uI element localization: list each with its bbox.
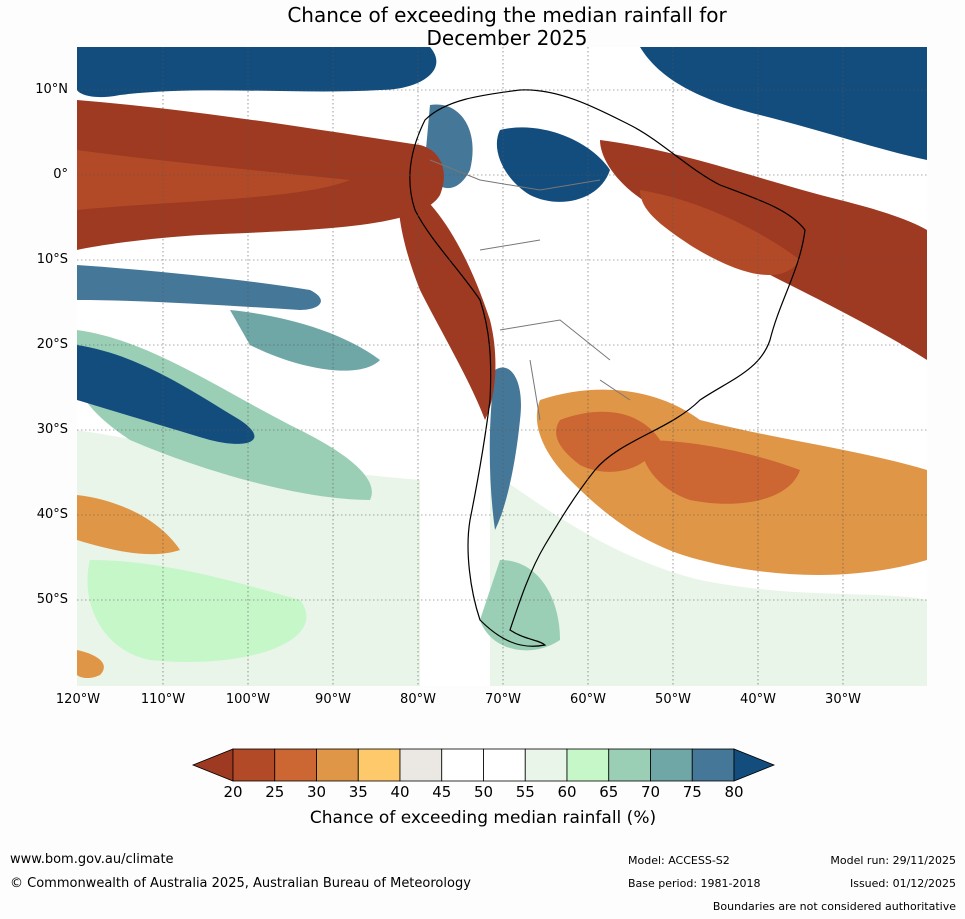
lon-label-60w: 60°W bbox=[570, 692, 606, 707]
colorbar-tick-label: 50 bbox=[473, 783, 494, 801]
south-america-coastline bbox=[409, 89, 806, 647]
region-30-atlantic bbox=[640, 440, 800, 504]
colorbar-extend-low bbox=[191, 748, 234, 782]
lat-label-10s: 10°S bbox=[36, 252, 68, 267]
region-75-pacific-band bbox=[77, 265, 321, 310]
colorbar-tick-label: 25 bbox=[265, 783, 285, 801]
colorbar-tick-label: 45 bbox=[432, 783, 452, 801]
colorbar-tick-label: 65 bbox=[599, 783, 619, 801]
colorbar-tick-label: 60 bbox=[557, 783, 577, 801]
lon-label-100w: 100°W bbox=[225, 692, 271, 707]
lon-label-40w: 40°W bbox=[740, 692, 776, 707]
lon-label-30w: 30°W bbox=[825, 692, 861, 707]
colorbar-swatch bbox=[566, 748, 610, 782]
colorbar-tick-label: 75 bbox=[682, 783, 702, 801]
colorbar-tick-label: 30 bbox=[306, 783, 327, 801]
colorbar-swatch bbox=[524, 748, 568, 782]
colorbar-extend-high bbox=[733, 748, 776, 782]
lon-label-120w: 120°W bbox=[55, 692, 101, 707]
region-55-60-southeast bbox=[490, 470, 927, 686]
region-30-argentina bbox=[556, 411, 660, 472]
boundaries-disclaimer: Boundaries are not considered authoritat… bbox=[712, 900, 956, 913]
colorbar-label: Chance of exceeding median rainfall (%) bbox=[309, 808, 657, 828]
region-80-north-pacific bbox=[77, 47, 437, 98]
colorbar-swatch bbox=[650, 748, 693, 782]
model-run-date: Model run: 29/11/2025 bbox=[830, 854, 956, 867]
lat-label-10n: 10°N bbox=[35, 82, 68, 97]
region-25-ne-brazil bbox=[640, 190, 800, 276]
country-borders bbox=[429, 159, 631, 421]
region-25-equatorial-pacific bbox=[77, 150, 350, 210]
title-line-2: December 2025 bbox=[426, 26, 588, 50]
lat-label-0: 0° bbox=[53, 167, 68, 182]
region-80-north-atlantic bbox=[640, 47, 927, 160]
model-name: Model: ACCESS-S2 bbox=[628, 854, 730, 867]
region-35-southwest-corner bbox=[77, 650, 104, 679]
colorbar-tick-label: 20 bbox=[223, 783, 243, 801]
issued-date: Issued: 01/12/2025 bbox=[849, 877, 956, 890]
colorbar-swatch bbox=[316, 748, 359, 782]
website-link[interactable]: www.bom.gov.au/climate bbox=[10, 852, 174, 867]
lon-label-80w: 80°W bbox=[400, 692, 436, 707]
title-line-1: Chance of exceeding the median rainfall … bbox=[287, 3, 727, 27]
map-gridlines bbox=[77, 47, 927, 686]
lat-label-20s: 20°S bbox=[36, 337, 68, 352]
region-65-70-tierra bbox=[480, 560, 560, 651]
colorbar-swatch bbox=[441, 748, 484, 782]
lon-label-70w: 70°W bbox=[485, 692, 521, 707]
lat-label-40s: 40°S bbox=[36, 507, 68, 522]
lat-label-50s: 50°S bbox=[36, 592, 68, 607]
colorbar-swatch bbox=[357, 748, 401, 782]
colorbar-swatch bbox=[399, 748, 443, 782]
colorbar-tick-label: 70 bbox=[640, 783, 661, 801]
region-60-65-southwest bbox=[87, 560, 307, 662]
region-75-andes bbox=[489, 367, 521, 530]
colorbar-tick-label: 40 bbox=[390, 783, 410, 801]
chart-title: Chance of exceeding the median rainfall … bbox=[0, 4, 965, 50]
lon-label-110w: 110°W bbox=[140, 692, 186, 707]
lon-label-90w: 90°W bbox=[315, 692, 351, 707]
region-80-se-pacific bbox=[77, 345, 255, 444]
region-35-south-pacific bbox=[77, 495, 180, 555]
region-20-peru-coast bbox=[398, 180, 496, 420]
colorbar bbox=[191, 748, 776, 782]
colorbar-tick-label: 80 bbox=[724, 783, 744, 801]
colorbar-tick-label: 55 bbox=[515, 783, 535, 801]
colorbar-swatch bbox=[274, 748, 317, 782]
colorbar-swatch bbox=[483, 748, 526, 782]
colorbar-tick-label: 35 bbox=[348, 783, 368, 801]
base-period: Base period: 1981-2018 bbox=[628, 877, 761, 890]
colorbar-swatch bbox=[608, 748, 651, 782]
lon-label-50w: 50°W bbox=[655, 692, 691, 707]
region-70-75-central-pacific bbox=[230, 310, 380, 371]
copyright-text: © Commonwealth of Australia 2025, Austra… bbox=[10, 876, 471, 891]
lat-label-30s: 30°S bbox=[36, 422, 68, 437]
colorbar-swatch bbox=[232, 748, 276, 782]
colorbar-swatch bbox=[691, 748, 735, 782]
